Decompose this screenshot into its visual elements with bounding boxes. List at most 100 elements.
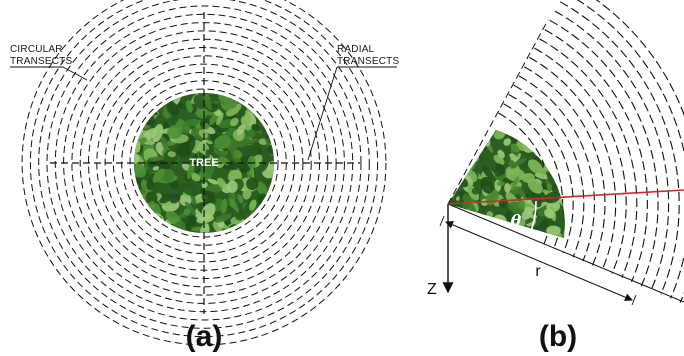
leaf — [495, 163, 505, 175]
leaf — [184, 201, 197, 216]
leaf — [448, 136, 461, 152]
leaf — [466, 130, 484, 133]
leaf — [463, 222, 471, 229]
leaf — [544, 208, 555, 219]
leaf — [207, 178, 218, 185]
callout-right-line-1: RADIAL — [337, 44, 375, 55]
leaf — [498, 229, 506, 237]
leaf — [452, 165, 461, 177]
leaf — [145, 191, 158, 205]
panel-a-label: (a) — [186, 320, 223, 353]
leaf — [200, 223, 210, 233]
leaf — [456, 130, 464, 141]
leaf — [448, 179, 459, 188]
leaf — [179, 194, 192, 206]
leaf — [256, 181, 268, 197]
leaf — [525, 130, 544, 141]
leaf — [271, 180, 274, 195]
leaf — [152, 165, 160, 171]
leaf — [480, 176, 494, 194]
leaf — [166, 101, 180, 116]
leaf — [267, 117, 274, 137]
leaf — [230, 233, 244, 243]
leaf — [267, 229, 274, 233]
leaf — [221, 228, 237, 233]
leaf — [272, 224, 274, 233]
callout-left-line-2: TRANSECTS — [10, 56, 72, 67]
leaf — [169, 116, 179, 126]
leaf — [540, 130, 549, 135]
leaf — [234, 211, 245, 221]
leaf — [153, 223, 162, 233]
leaf — [563, 181, 565, 194]
leaf — [546, 130, 556, 140]
leaf — [200, 159, 215, 179]
circular-transect-ring — [29, 0, 379, 338]
leaf — [482, 166, 496, 182]
leaf — [134, 231, 137, 233]
leaf — [508, 232, 520, 238]
leaf — [556, 169, 565, 185]
leaf — [448, 143, 457, 157]
callout-right-leader — [307, 66, 338, 161]
leaf — [251, 227, 261, 233]
leaf — [270, 100, 274, 107]
leaf — [451, 227, 461, 233]
leaf — [167, 125, 183, 140]
leaf — [134, 93, 142, 105]
leaf — [214, 93, 226, 95]
leaf — [134, 212, 139, 227]
leaf — [476, 130, 483, 136]
leaf — [548, 161, 559, 167]
r-dimension-line — [445, 221, 633, 301]
leaf — [481, 236, 495, 238]
leaf — [135, 93, 149, 100]
leaf — [214, 213, 232, 223]
leaf — [166, 93, 175, 94]
leaf — [243, 93, 258, 104]
circular-transect-arc — [544, 29, 648, 283]
leaf — [248, 231, 259, 233]
leaf — [273, 117, 287, 129]
panel-b-label: (b) — [539, 320, 577, 353]
z-axis-label: Z — [427, 281, 437, 298]
r-extension-left — [439, 215, 445, 227]
leaf — [497, 149, 505, 159]
leaf — [152, 168, 166, 183]
leaf — [262, 205, 270, 215]
leaf — [146, 93, 164, 98]
leaf — [167, 151, 176, 158]
leaf — [544, 130, 553, 137]
leaf — [448, 233, 452, 238]
circular-transect-arc — [539, 38, 638, 279]
r-extension-right — [631, 294, 637, 306]
leaf — [185, 99, 193, 113]
circular-transect-arc — [554, 10, 670, 291]
leaf — [229, 198, 240, 216]
leaf — [523, 186, 532, 196]
leaf — [144, 139, 156, 144]
sector-upper-boundary — [447, 19, 549, 205]
leaf — [460, 144, 470, 153]
leaf — [455, 220, 468, 235]
circular-transect-ring — [21, 0, 387, 346]
leaf — [520, 130, 535, 137]
leaf — [561, 132, 565, 144]
leaf — [482, 216, 490, 228]
leaf — [527, 159, 543, 174]
leaf — [268, 201, 274, 218]
leaf — [510, 234, 524, 238]
theta-label: θ — [511, 211, 522, 230]
leaf — [237, 135, 250, 148]
leaf — [244, 138, 259, 144]
leaf — [272, 93, 274, 111]
leaf — [464, 140, 471, 145]
leaf — [240, 113, 252, 127]
leaf — [259, 102, 274, 114]
leaf — [214, 134, 232, 150]
leaf — [448, 130, 460, 140]
leaf — [203, 122, 210, 130]
leaf — [272, 113, 274, 120]
leaf — [249, 199, 257, 211]
leaf — [263, 93, 274, 104]
